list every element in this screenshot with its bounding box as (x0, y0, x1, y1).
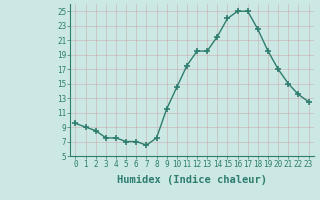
X-axis label: Humidex (Indice chaleur): Humidex (Indice chaleur) (117, 175, 267, 185)
